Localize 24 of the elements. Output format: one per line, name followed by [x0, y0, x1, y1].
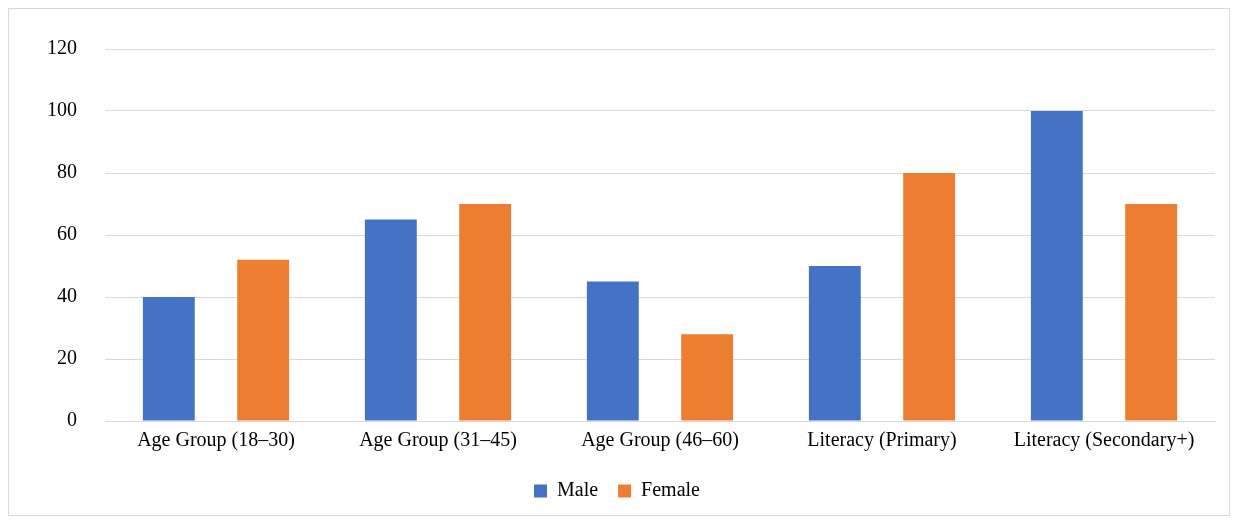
- legend-label: Female: [641, 478, 701, 501]
- x-tick-label: Age Group (46–60): [581, 428, 739, 452]
- bar: [459, 204, 512, 421]
- bar: [364, 219, 417, 421]
- bar: [586, 281, 639, 421]
- bar: [142, 297, 195, 421]
- y-tick-label: 0: [67, 408, 77, 431]
- x-tick-label: Age Group (31–45): [359, 428, 517, 452]
- x-tick-label: Age Group (18–30): [137, 428, 295, 452]
- y-tick-label: 60: [57, 222, 77, 245]
- y-tick-label: 20: [57, 346, 77, 369]
- x-tick-label: Literacy (Primary): [807, 428, 957, 452]
- y-tick-label: 100: [47, 98, 77, 121]
- legend-label: Male: [557, 478, 599, 501]
- bar: [903, 173, 956, 421]
- bar: [237, 259, 290, 421]
- x-tick-label: Literacy (Secondary+): [1013, 428, 1195, 452]
- bar: [681, 334, 734, 421]
- bar: [1125, 204, 1178, 421]
- bar: [808, 266, 861, 421]
- bar: [1030, 111, 1083, 421]
- y-tick-label: 80: [57, 160, 77, 183]
- y-tick-label: 120: [47, 36, 77, 59]
- y-tick-label: 40: [57, 284, 77, 307]
